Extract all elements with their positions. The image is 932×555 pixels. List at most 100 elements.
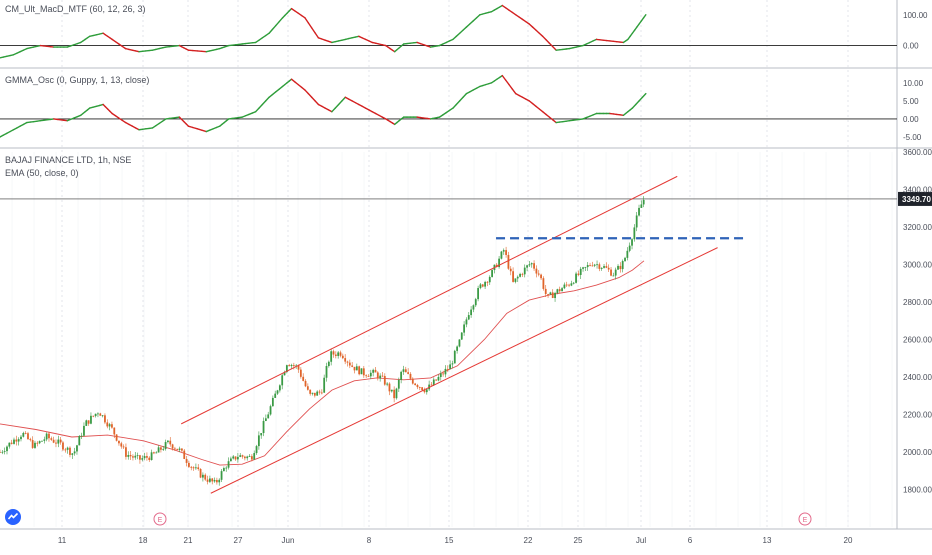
candle-body (274, 394, 276, 398)
candle-body (389, 384, 391, 392)
earnings-marker-label[interactable]: E (803, 517, 808, 524)
candle-body (146, 456, 148, 458)
candle-body (244, 457, 246, 458)
candle-body (626, 251, 628, 258)
candle-body (433, 380, 435, 385)
candle-body (78, 436, 80, 445)
price-title[interactable]: BAJAJ FINANCE LTD, 1h, NSE (5, 155, 131, 165)
candle-body (454, 351, 456, 364)
candle-body (92, 416, 94, 417)
candle-body (111, 424, 113, 427)
candle-body (342, 356, 344, 358)
candle-body (202, 475, 204, 478)
candle-body (508, 255, 510, 269)
last-price-label: 3349.70 (902, 195, 931, 204)
candle-body (85, 420, 87, 426)
candle-body (561, 288, 563, 291)
candle-body (242, 455, 244, 456)
candle-body (8, 443, 10, 447)
candle-body (368, 376, 370, 377)
candle-body (235, 456, 237, 459)
candle-body (515, 278, 517, 282)
candle-body (314, 393, 316, 396)
candle-body (148, 458, 150, 460)
candle-body (134, 456, 136, 458)
candle-body (167, 441, 169, 442)
candle-body (74, 451, 76, 453)
date-tick-label: 18 (139, 536, 148, 545)
candle-body (32, 440, 34, 448)
candle-body (293, 365, 295, 366)
candle-body (605, 266, 607, 268)
candle-body (272, 398, 274, 406)
candle-body (53, 440, 55, 443)
price-axis-tick-label: 3400.00 (903, 186, 932, 195)
candle-body (640, 204, 642, 207)
candle-body (62, 442, 64, 449)
tradingview-cloud-icon[interactable] (5, 509, 21, 525)
candle-body (323, 378, 325, 393)
price-axis-tick-label: 2000.00 (903, 448, 932, 457)
candle-body (193, 467, 195, 468)
candle-body (517, 277, 519, 279)
candle-body (326, 366, 328, 378)
candle-body (554, 293, 556, 298)
candle-body (503, 250, 505, 251)
candle-body (577, 274, 579, 275)
candle-body (300, 370, 302, 377)
candle-body (407, 372, 409, 374)
candle-body (547, 294, 549, 295)
candle-body (109, 424, 111, 426)
candle-body (431, 385, 433, 386)
candle-body (361, 368, 363, 374)
candle-body (631, 239, 633, 245)
price-axis-tick-label: 1800.00 (903, 486, 932, 495)
candle-body (120, 443, 122, 446)
candle-body (211, 478, 213, 481)
candle-body (186, 459, 188, 463)
candle-body (456, 347, 458, 351)
ema-legend[interactable]: EMA (50, close, 0) (5, 168, 79, 178)
candle-body (309, 390, 311, 394)
candle-body (379, 376, 381, 379)
candle-body (624, 258, 626, 261)
candle-body (20, 437, 22, 439)
candle-body (372, 370, 374, 373)
candle-body (307, 386, 309, 389)
candle-body (377, 372, 379, 378)
candle-body (183, 451, 185, 459)
candle-body (57, 440, 59, 444)
candle-body (533, 263, 535, 268)
candle-body (174, 448, 176, 449)
macd-title[interactable]: CM_Ult_MacD_MTF (60, 12, 26, 3) (5, 4, 146, 14)
candle-body (370, 373, 372, 377)
price-axis-tick-label: 0.00 (903, 42, 919, 51)
candle-body (265, 418, 267, 421)
candle-body (99, 413, 101, 415)
candle-body (179, 449, 181, 450)
candle-body (482, 284, 484, 286)
candle-body (81, 436, 83, 437)
candle-body (489, 277, 491, 282)
candle-body (106, 422, 108, 426)
candle-body (277, 390, 279, 393)
candle-body (155, 452, 157, 453)
candle-body (160, 447, 162, 449)
gmma-title[interactable]: GMMA_Osc (0, Guppy, 1, 13, close) (5, 75, 149, 85)
candle-body (552, 292, 554, 298)
candle-body (570, 283, 572, 285)
candle-body (165, 442, 167, 449)
candle-body (384, 376, 386, 385)
earnings-marker-label[interactable]: E (158, 517, 163, 524)
candle-body (158, 447, 160, 452)
candle-body (18, 439, 20, 441)
candle-body (172, 444, 174, 448)
candle-body (27, 433, 29, 439)
date-tick-label: 15 (445, 536, 454, 545)
candle-body (251, 456, 253, 459)
candle-body (405, 369, 407, 372)
candle-body (412, 379, 414, 384)
candle-body (34, 443, 36, 448)
